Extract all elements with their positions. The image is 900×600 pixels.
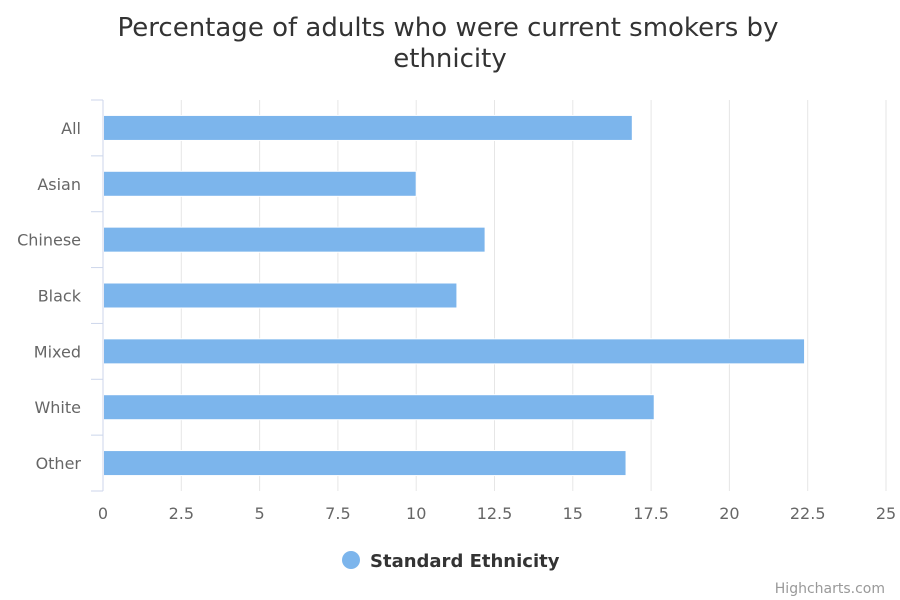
bar-other[interactable] — [103, 450, 627, 477]
x-tick-label: 0 — [98, 504, 108, 523]
bar-white[interactable] — [103, 394, 655, 421]
x-tick-label: 15 — [563, 504, 583, 523]
bar-chinese[interactable] — [103, 226, 486, 253]
legend-marker — [342, 551, 360, 569]
bars — [103, 114, 806, 477]
category-label: Chinese — [17, 231, 81, 250]
chart-title-line-1: Percentage of adults who were current sm… — [118, 13, 779, 43]
bar-all[interactable] — [103, 114, 633, 141]
bar-mixed[interactable] — [103, 338, 806, 365]
category-label: Mixed — [34, 342, 81, 361]
category-label: Other — [36, 454, 82, 473]
category-label: Black — [38, 287, 82, 306]
x-tick-label: 5 — [255, 504, 265, 523]
category-labels: All Asian Chinese Black Mixed White Other — [17, 119, 82, 473]
x-tick-label: 17.5 — [633, 504, 669, 523]
x-tick-label: 2.5 — [169, 504, 194, 523]
x-tick-label: 22.5 — [790, 504, 826, 523]
legend-label: Standard Ethnicity — [370, 551, 560, 572]
x-tick-label: 7.5 — [325, 504, 350, 523]
category-label: Asian — [37, 175, 81, 194]
x-tick-label: 25 — [876, 504, 896, 523]
x-tick-label: 20 — [719, 504, 739, 523]
category-label: All — [61, 119, 81, 138]
chart-title-line-2: ethnicity — [393, 44, 506, 74]
legend-item[interactable]: Standard Ethnicity — [342, 551, 560, 572]
credits-link[interactable]: Highcharts.com — [775, 581, 885, 597]
axes — [91, 99, 104, 492]
x-tick-label: 10 — [406, 504, 426, 523]
bar-black[interactable] — [103, 282, 458, 309]
x-tick-label: 12.5 — [477, 504, 513, 523]
category-label: White — [34, 398, 81, 417]
x-tick-labels: 0 2.5 5 7.5 10 12.5 15 17.5 20 22.5 25 — [98, 504, 896, 523]
bar-asian[interactable] — [103, 170, 417, 197]
grid-lines — [180, 100, 887, 491]
